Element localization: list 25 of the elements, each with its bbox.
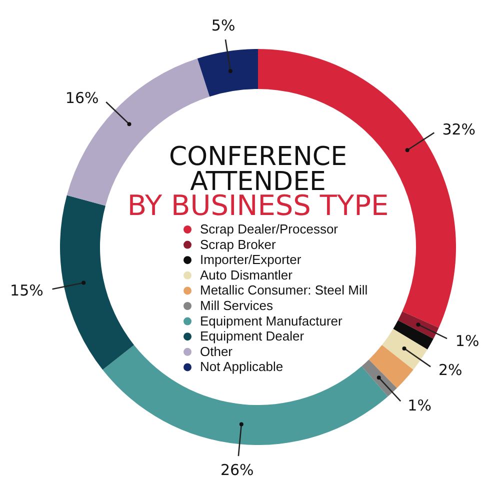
data-label: 5% [211, 16, 236, 35]
data-label: 15% [10, 281, 44, 300]
donut-slice [362, 360, 397, 396]
legend-label: Importer/Exporter [200, 252, 302, 268]
legend-label: Scrap Dealer/Processor [200, 222, 339, 236]
data-label: 2% [438, 361, 462, 380]
donut-slice [197, 49, 258, 97]
legend-label: Equipment Manufacturer [200, 313, 344, 328]
legend-label: Auto Dismantler [200, 267, 294, 282]
legend-label: Metallic Consumer: Steel Mill [200, 282, 368, 298]
data-label: 32% [442, 120, 476, 138]
donut-slice [368, 344, 414, 388]
legend-label: Other [200, 344, 234, 359]
legend-label: Not Applicable [200, 359, 284, 374]
legend-label: Scrap Broker [200, 236, 277, 252]
legend-label: Mill Services [200, 298, 274, 313]
legend-label: Equipment Dealer [200, 328, 305, 344]
data-label: 1% [455, 332, 480, 350]
donut-slice [398, 311, 439, 339]
donut-slice [102, 344, 388, 445]
donut-slice [393, 320, 434, 350]
data-label: 26% [220, 461, 254, 480]
data-label: 1% [408, 396, 432, 415]
data-label: 16% [65, 88, 99, 107]
donut-slice [382, 328, 428, 370]
